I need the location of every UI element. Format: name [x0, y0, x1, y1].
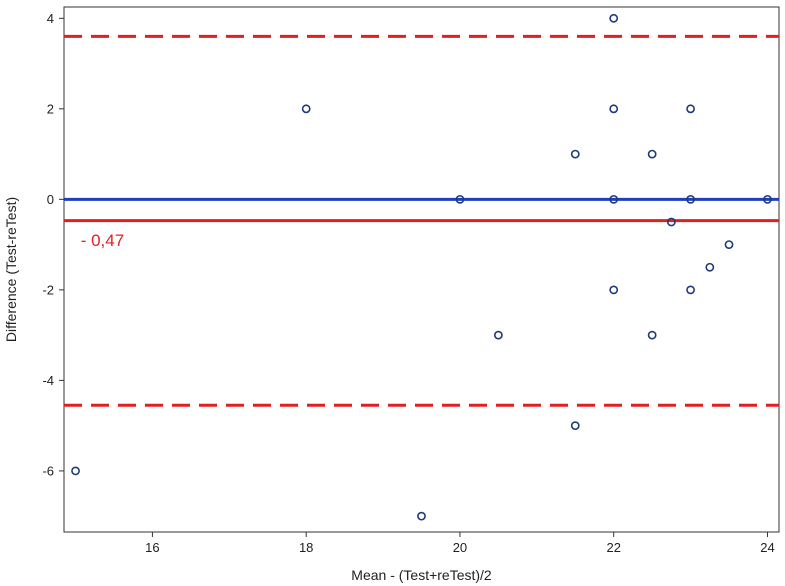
x-axis-title: Mean - (Test+reTest)/2 — [351, 567, 492, 583]
y-axis-title: Difference (Test-reTest) — [3, 197, 19, 342]
data-point — [301, 104, 311, 114]
y-tick-label: -4 — [42, 373, 54, 388]
data-point — [724, 240, 734, 250]
data-point — [493, 330, 503, 340]
y-tick-label: 2 — [47, 101, 54, 116]
data-point — [609, 285, 619, 295]
y-tick-label: -2 — [42, 282, 54, 297]
data-point — [666, 217, 676, 227]
data-point — [763, 194, 772, 204]
x-tick-label: 16 — [145, 540, 159, 555]
data-point — [71, 466, 80, 476]
data-point — [609, 104, 619, 114]
y-tick-label: 4 — [47, 11, 54, 26]
mean-difference-label: - 0,47 — [81, 231, 124, 250]
data-point — [570, 421, 580, 431]
x-tick-label: 18 — [299, 540, 313, 555]
data-point — [609, 194, 619, 204]
x-tick-label: 24 — [760, 540, 774, 555]
data-point — [647, 149, 657, 159]
plot-frame — [63, 6, 780, 533]
data-point — [686, 194, 695, 204]
x-tick-label: 22 — [606, 540, 620, 555]
data-point — [570, 149, 580, 159]
data-point — [686, 285, 695, 295]
data-point — [417, 511, 426, 521]
x-tick-label: 20 — [453, 540, 467, 555]
data-point — [647, 330, 657, 340]
y-tick-label: 0 — [47, 192, 54, 207]
data-point — [609, 13, 619, 23]
data-point — [705, 262, 715, 272]
y-tick-label: -6 — [42, 463, 54, 478]
data-point — [686, 104, 695, 114]
data-point — [455, 194, 465, 204]
